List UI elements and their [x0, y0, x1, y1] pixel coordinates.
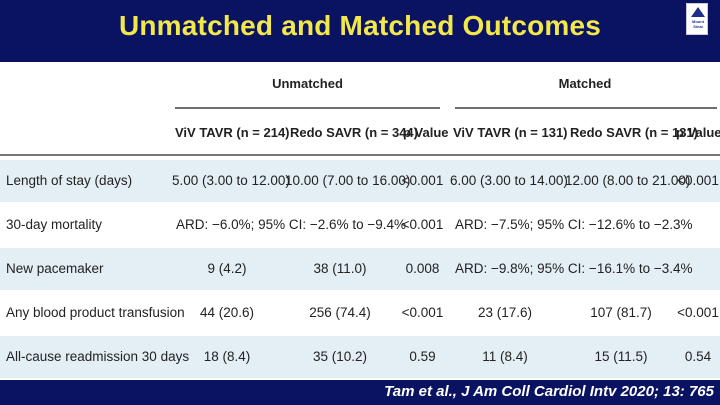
table-row-blood-transfusion: Any blood product transfusion 44 (20.6) …: [0, 292, 720, 334]
row-label: New pacemaker: [6, 261, 104, 276]
cell-matched-redo: 12.00 (8.00 to 21.00): [565, 173, 691, 188]
mount-sinai-logo-icon: Mount Sinai: [686, 3, 708, 35]
cell-unmatched-viv: 5.00 (3.00 to 12.00): [172, 173, 290, 188]
logo-text: Mount Sinai: [692, 19, 704, 29]
col-header-matched-viv: ViV TAVR (n = 131): [453, 125, 568, 140]
col-header-matched-p: p Value: [676, 125, 720, 140]
cell-unmatched-redo: 256 (74.4): [309, 305, 371, 320]
table-row-length-of-stay: Length of stay (days) 5.00 (3.00 to 12.0…: [0, 160, 720, 202]
col-header-matched-redo: Redo SAVR (n = 131): [570, 125, 698, 140]
cell-unmatched-viv: 18 (8.4): [203, 349, 251, 364]
title-bar: Unmatched and Matched Outcomes Mount Sin…: [0, 0, 720, 62]
cell-matched-p: <0.001: [677, 305, 719, 320]
group-header-unmatched: Unmatched: [272, 76, 343, 91]
cell-matched-ard: ARD: −7.5%; 95% CI: −12.6% to −2.3%: [455, 217, 693, 232]
cell-matched-ard: ARD: −9.8%; 95% CI: −16.1% to −3.4%: [455, 261, 693, 276]
cell-matched-p: 0.54: [684, 349, 712, 364]
group-rule-unmatched: [175, 107, 440, 109]
logo-mountain-shape: [691, 7, 705, 17]
cell-unmatched-p: <0.001: [401, 305, 444, 320]
table-row-new-pacemaker: New pacemaker 9 (4.2) 38 (11.0) 0.008 AR…: [0, 248, 720, 290]
cell-matched-redo: 15 (11.5): [594, 349, 648, 364]
cell-matched-viv: 23 (17.6): [477, 305, 533, 320]
row-label: All-cause readmission 30 days: [6, 349, 190, 364]
slide-title: Unmatched and Matched Outcomes: [118, 10, 602, 41]
cell-unmatched-ard: ARD: −6.0%; 95% CI: −2.6% to −9.4%: [175, 217, 406, 232]
cell-matched-redo: 107 (81.7): [590, 305, 652, 320]
footer-bar: Tam et al., J Am Coll Cardiol Intv 2020;…: [0, 380, 720, 405]
group-header-matched: Matched: [558, 76, 612, 91]
cell-matched-viv: 6.00 (3.00 to 14.00): [450, 173, 568, 188]
row-label: Length of stay (days): [6, 173, 133, 188]
cell-unmatched-viv: 9 (4.2): [207, 261, 247, 276]
cell-unmatched-p: 0.59: [409, 349, 436, 364]
row-label: Any blood product transfusion: [6, 305, 185, 320]
header-rule: [0, 154, 720, 156]
citation: Tam et al., J Am Coll Cardiol Intv 2020;…: [384, 383, 714, 400]
cell-matched-p: <0.001: [677, 173, 719, 188]
cell-unmatched-p: <0.001: [401, 173, 444, 188]
cell-unmatched-redo: 35 (10.2): [312, 349, 368, 364]
cell-unmatched-redo: 10.00 (7.00 to 16.00): [285, 173, 411, 188]
col-header-unmatched-viv: ViV TAVR (n = 214): [175, 125, 290, 140]
cell-matched-viv: 11 (8.4): [482, 349, 528, 364]
cell-unmatched-redo: 38 (11.0): [313, 261, 367, 276]
cell-unmatched-p: 0.008: [405, 261, 440, 276]
col-header-unmatched-p: p Value: [403, 125, 449, 140]
row-label: 30-day mortality: [6, 217, 103, 232]
cell-unmatched-viv: 44 (20.6): [199, 305, 255, 320]
cell-unmatched-p: <0.001: [401, 217, 444, 232]
col-header-unmatched-redo: Redo SAVR (n = 344): [290, 125, 418, 140]
group-rule-matched: [455, 107, 717, 109]
table-row-readmission: All-cause readmission 30 days 18 (8.4) 3…: [0, 336, 720, 378]
table-row-30-day-mortality: 30-day mortality ARD: −6.0%; 95% CI: −2.…: [0, 204, 720, 246]
